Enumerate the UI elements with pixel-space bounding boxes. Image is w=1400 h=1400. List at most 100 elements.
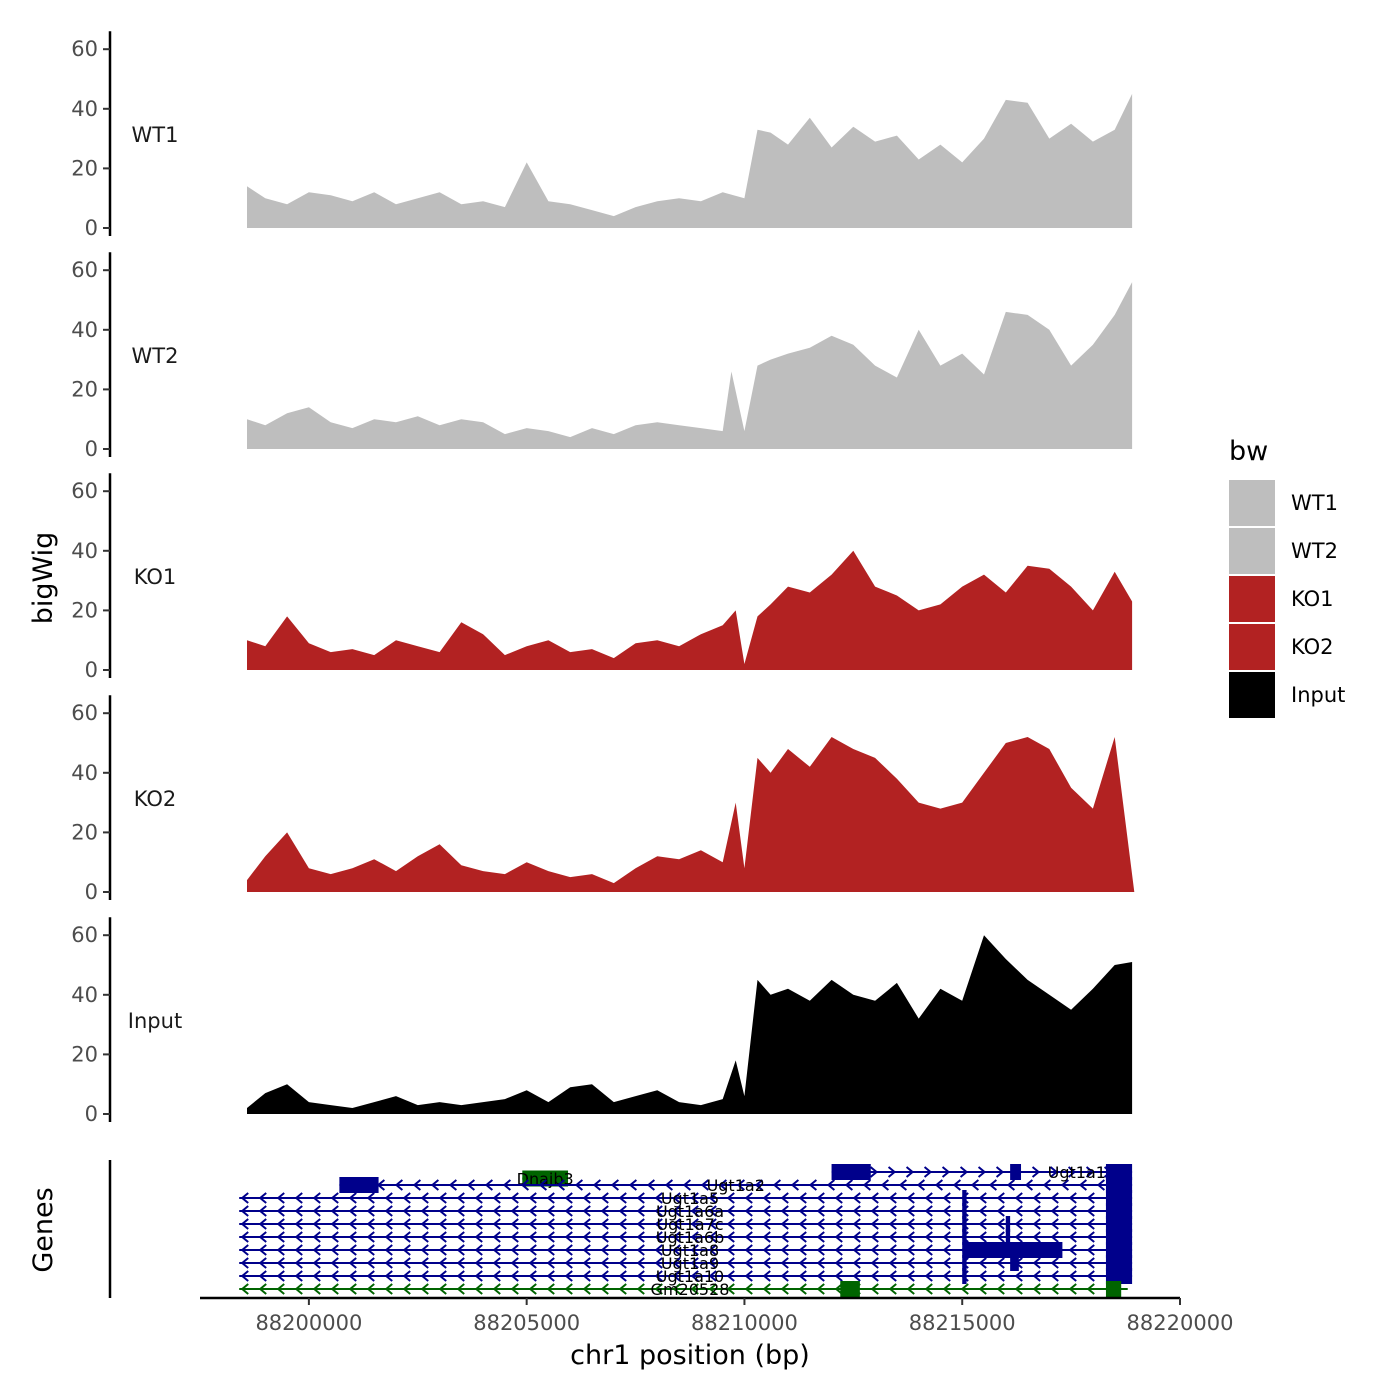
gene-gm20528: Gm20528	[239, 1280, 1128, 1299]
exon	[1105, 1177, 1133, 1193]
legend-label-input: Input	[1291, 683, 1345, 707]
x-axis: 88200000 88205000 88210000 88215000 88220000	[200, 1296, 1234, 1335]
y-tick-label: 60	[71, 37, 98, 61]
y-tick-label: 0	[85, 658, 98, 682]
exon	[1105, 1216, 1133, 1232]
y-tick-label: 20	[71, 820, 98, 844]
exon	[962, 1268, 967, 1284]
exon	[1105, 1229, 1133, 1245]
strand-chevrons	[240, 1205, 1131, 1217]
gene-label: Ugt1a1	[1048, 1163, 1106, 1182]
track-ko1: 0 20 40 60 KO1	[71, 473, 1133, 682]
x-tick-label: 88210000	[691, 1311, 798, 1335]
exon	[1005, 1229, 1011, 1245]
exon	[962, 1216, 967, 1232]
track-label: KO2	[134, 787, 177, 811]
gene-label: Ugt1a6b	[656, 1228, 724, 1247]
strand-chevrons	[240, 1270, 1131, 1282]
legend-key-ko1	[1229, 576, 1275, 622]
y-tick-label: 60	[71, 701, 98, 725]
strand-chevrons	[240, 1231, 1131, 1243]
y-tick-label: 60	[71, 923, 98, 947]
y-tick-label: 0	[85, 880, 98, 904]
exon	[1105, 1281, 1122, 1297]
gene-ugt1a2: Ugt1a2	[339, 1176, 1133, 1195]
exon	[962, 1242, 1063, 1258]
area-wt1	[247, 93, 1133, 229]
gene-label: Gm20528	[651, 1280, 730, 1299]
exon	[1105, 1268, 1133, 1284]
gene-ugt1a5: Ugt1a5	[239, 1189, 1133, 1208]
y-tick-label: 40	[71, 761, 98, 785]
gene-label: Ugt1a2	[707, 1176, 765, 1195]
x-axis-title: chr1 position (bp)	[570, 1340, 810, 1371]
track-label: WT2	[132, 344, 179, 368]
y-tick-label: 0	[85, 437, 98, 461]
legend-key-wt2	[1229, 528, 1275, 574]
exon	[1010, 1255, 1019, 1271]
exon	[962, 1255, 967, 1271]
gene-ugt1a1: Ugt1a1	[831, 1163, 1133, 1182]
exon	[1105, 1164, 1133, 1180]
gene-label: Ugt1a6a	[656, 1202, 724, 1221]
track-ko2: 0 20 40 60 KO2	[71, 695, 1135, 904]
area-wt2	[247, 282, 1133, 449]
y-tick-label: 20	[71, 1042, 98, 1066]
x-tick-label: 88220000	[1127, 1311, 1234, 1335]
strand-chevrons	[240, 1283, 1113, 1295]
track-input: 0 20 40 60 Input	[71, 917, 1133, 1126]
legend-label-wt2: WT2	[1291, 539, 1338, 563]
legend-label-ko1: KO1	[1291, 587, 1334, 611]
y-tick-label: 40	[71, 97, 98, 121]
track-wt2: 0 20 40 60 WT2	[71, 252, 1133, 461]
y-tick-label: 20	[71, 598, 98, 622]
y-tick-label: 40	[71, 539, 98, 563]
exon	[831, 1164, 871, 1180]
legend-key-ko2	[1229, 624, 1275, 670]
area-ko2	[247, 737, 1135, 892]
bigwig-tracks: 0 20 40 60 WT1 0 20 40 60 WT2 0 20 40 60 KO1 0 20 40 60 KO2…	[71, 31, 1135, 1126]
y-tick-label: 40	[71, 983, 98, 1007]
y-tick-label: 20	[71, 156, 98, 180]
gene-label: Ugt1a8	[661, 1241, 719, 1260]
y-tick-label: 0	[85, 216, 98, 240]
legend-key-input	[1229, 672, 1275, 718]
track-wt1: 0 20 40 60 WT1	[71, 31, 1133, 240]
gene-label: Ugt1a7c	[656, 1215, 723, 1234]
strand-chevrons	[240, 1218, 1131, 1230]
legend: bw WT1 WT2 KO1 KO2 Input	[1229, 436, 1345, 718]
gene-label: Ugt1a10	[656, 1267, 724, 1286]
gene-label: Ugt1a5	[661, 1189, 719, 1208]
exon	[1005, 1216, 1011, 1232]
gene-ugt1a9: Ugt1a9	[239, 1254, 1133, 1273]
strand-chevrons	[240, 1257, 1131, 1269]
exon	[1010, 1164, 1022, 1180]
y-axis-title: bigWig	[28, 532, 59, 625]
exon	[962, 1203, 967, 1219]
exon	[1105, 1255, 1133, 1271]
gene-ugt1a7c: Ugt1a7c	[239, 1215, 1133, 1234]
exon	[339, 1177, 379, 1193]
exon	[962, 1190, 967, 1206]
x-tick-label: 88205000	[473, 1311, 580, 1335]
exon	[840, 1281, 860, 1297]
legend-label-ko2: KO2	[1291, 635, 1334, 659]
genes-axis-title: Genes	[28, 1187, 59, 1272]
x-tick-label: 88200000	[255, 1311, 362, 1335]
legend-label-wt1: WT1	[1291, 491, 1338, 515]
exon	[1105, 1190, 1133, 1206]
track-label: Input	[128, 1009, 182, 1033]
exon	[1105, 1242, 1133, 1258]
exon	[1105, 1203, 1133, 1219]
track-label: WT1	[132, 123, 179, 147]
legend-key-wt1	[1229, 480, 1275, 526]
exon	[522, 1170, 569, 1187]
y-tick-label: 60	[71, 479, 98, 503]
gene-ugt1a6b: Ugt1a6b	[239, 1228, 1133, 1247]
gene-ugt1a8: Ugt1a8	[239, 1241, 1133, 1260]
x-tick-label: 88215000	[909, 1311, 1016, 1335]
track-label: KO1	[134, 565, 177, 589]
y-tick-label: 60	[71, 258, 98, 282]
